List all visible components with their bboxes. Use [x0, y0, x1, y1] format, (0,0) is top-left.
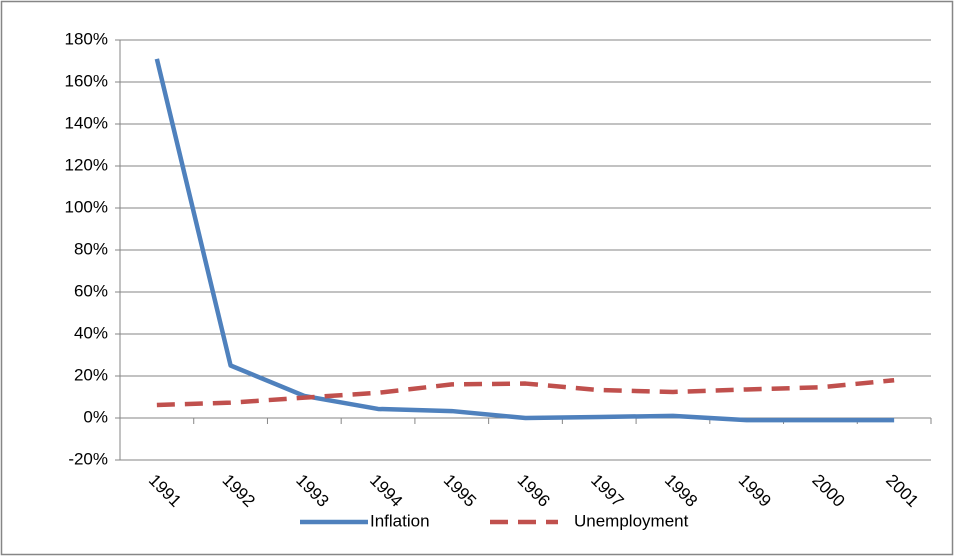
legend-label: Unemployment [574, 511, 689, 530]
y-tick-label: -20% [68, 449, 108, 468]
y-tick-label: 180% [65, 29, 108, 48]
y-tick-label: 80% [74, 239, 108, 258]
y-tick-label: 160% [65, 71, 108, 90]
y-tick-label: 100% [65, 197, 108, 216]
legend-label: Inflation [370, 511, 430, 530]
y-tick-label: 0% [83, 407, 108, 426]
y-tick-label: 120% [65, 155, 108, 174]
y-tick-label: 140% [65, 113, 108, 132]
y-tick-label: 40% [74, 323, 108, 342]
y-tick-label: 20% [74, 365, 108, 384]
y-tick-label: 60% [74, 281, 108, 300]
line-series [156, 377, 895, 408]
line-series [154, 58, 895, 423]
